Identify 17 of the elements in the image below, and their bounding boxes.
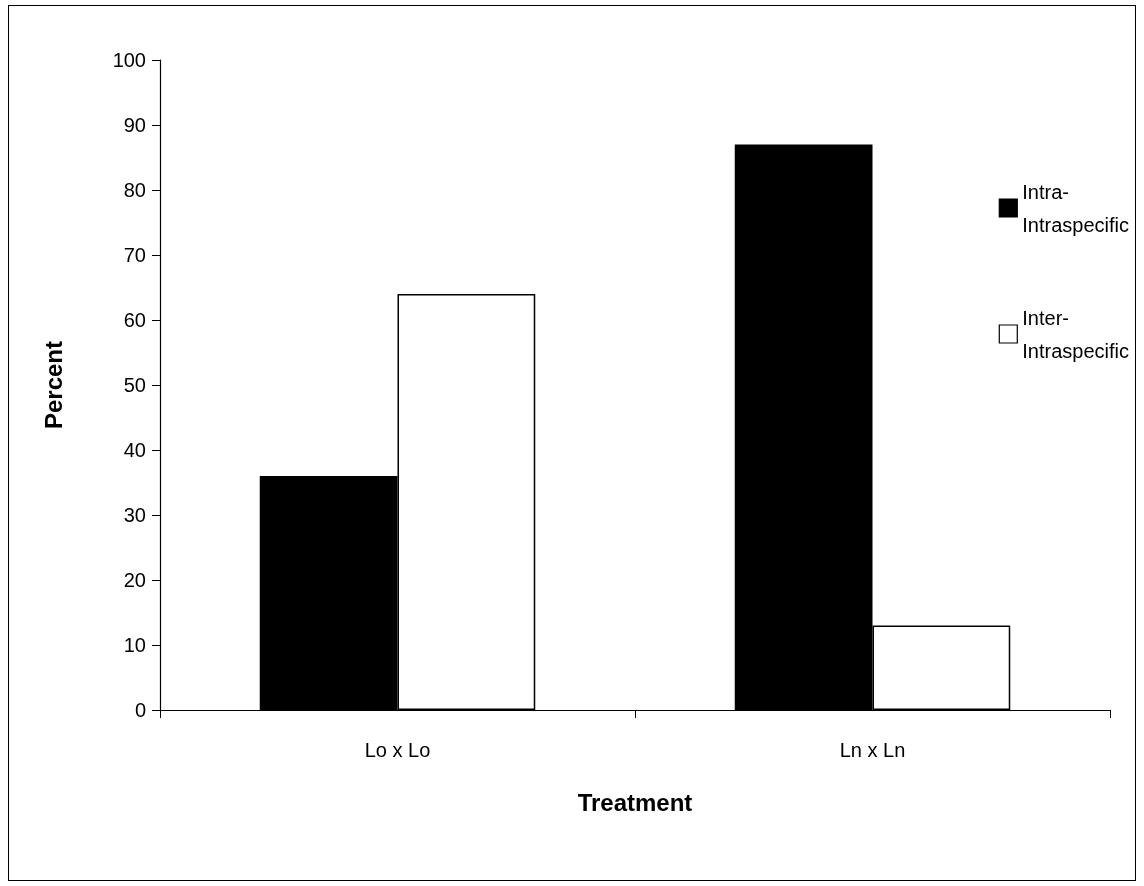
y-tick-label: 0: [134, 699, 146, 721]
y-axis-title: Percent: [39, 340, 67, 430]
y-tick-label: 40: [123, 439, 146, 461]
legend-label: Inter- Intraspecific: [1022, 306, 1130, 362]
x-tick-label: Ln x Ln: [839, 739, 906, 761]
legend-label: Intra- Intraspecific: [1022, 180, 1130, 236]
y-tick-label: 60: [123, 309, 146, 331]
y-tick-label: 30: [123, 504, 146, 526]
y-tick-label: 80: [123, 179, 146, 201]
y-tick-label: 100: [112, 49, 146, 71]
y-tick-label: 70: [123, 244, 146, 266]
y-tick-label: 20: [123, 569, 146, 591]
y-tick-label: 50: [123, 374, 146, 396]
y-tick-label: 10: [123, 634, 146, 656]
x-axis-title: Treatment: [577, 788, 693, 816]
x-tick-label: Lo x Lo: [364, 739, 431, 761]
y-tick-label: 90: [123, 114, 146, 136]
